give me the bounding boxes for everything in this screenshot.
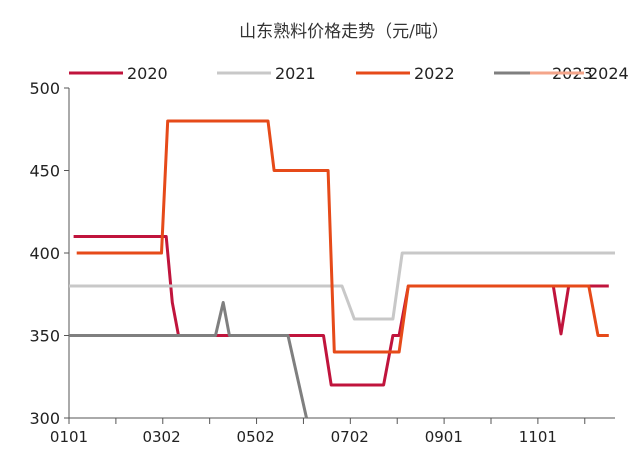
legend-item-2021: 2021: [217, 64, 316, 83]
x-tick-label: 0101: [50, 428, 88, 446]
y-tick-label: 400: [29, 244, 60, 263]
y-tick-label: 450: [29, 162, 60, 181]
legend-label: 2022: [414, 64, 455, 83]
x-tick-label: 0502: [237, 428, 275, 446]
x-tick-label: 0901: [425, 428, 463, 446]
x-tick-label: 0702: [331, 428, 369, 446]
y-tick-label: 500: [29, 79, 60, 98]
series-line-2023: [69, 301, 308, 419]
x-tick-label: 0302: [142, 428, 180, 446]
legend-item-2020: 2020: [69, 64, 168, 83]
series-line-2022: [76, 119, 609, 354]
legend-label: 2024: [588, 64, 629, 83]
x-tick-label: 1101: [519, 428, 557, 446]
y-tick-label: 350: [29, 327, 60, 346]
legend-label: 2021: [275, 64, 316, 83]
legend-item-2022: 2022: [356, 64, 455, 83]
chart-title: 山东熟料价格走势（元/吨）: [239, 21, 449, 42]
series-line-2021: [69, 251, 615, 321]
legend-label: 2020: [127, 64, 168, 83]
series-line-2020: [73, 235, 609, 387]
series-layer: [69, 119, 615, 419]
axes: 300 350 400 450 500 0101 0302 0502 0702 0901 1101: [29, 79, 615, 446]
y-tick-label: 300: [29, 409, 60, 428]
legend-item-2024: 2024: [530, 64, 629, 83]
